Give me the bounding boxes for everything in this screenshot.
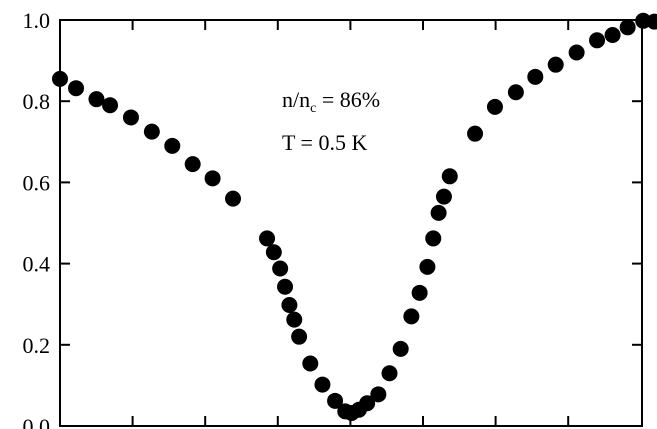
data-point	[291, 328, 308, 345]
y-tick-label: 0.6	[23, 170, 51, 195]
data-point	[507, 84, 524, 101]
y-tick-labels: 0.0 0.2 0.4 0.6 0.8 1.0	[23, 8, 51, 429]
data-point	[259, 230, 276, 247]
data-point	[327, 392, 344, 409]
data-point	[302, 355, 319, 372]
data-point	[435, 188, 452, 205]
y-tick-label: 0.2	[23, 333, 51, 358]
annotation-temperature: T = 0.5 K	[282, 130, 367, 155]
data-point	[272, 260, 289, 277]
data-point	[164, 137, 181, 154]
data-point	[547, 56, 564, 73]
data-point	[370, 386, 387, 403]
data-point	[604, 27, 621, 44]
data-point	[265, 244, 282, 261]
data-point	[568, 44, 585, 61]
y-tick-label: 0.8	[23, 89, 51, 114]
data-point	[381, 365, 398, 382]
data-point	[646, 13, 657, 30]
y-tick-label: 0.0	[23, 414, 51, 429]
data-point	[486, 98, 503, 115]
data-point	[430, 204, 447, 221]
y-tick-label: 0.4	[23, 252, 51, 277]
data-point	[392, 340, 409, 357]
data-point	[184, 156, 201, 173]
data-point	[225, 190, 242, 207]
data-point	[143, 123, 160, 140]
data-point	[441, 168, 458, 185]
data-point	[425, 230, 442, 247]
data-point	[467, 125, 484, 142]
data-point	[88, 91, 105, 108]
data-point	[204, 170, 221, 187]
data-point	[619, 19, 636, 36]
axis-ticks	[60, 19, 642, 427]
data-point	[419, 258, 436, 275]
annotation-n-over-nc: n/nc = 86%	[282, 87, 380, 116]
data-point	[52, 70, 68, 87]
data-point	[411, 284, 428, 301]
data-point	[527, 68, 544, 85]
data-point	[403, 308, 420, 325]
data-point	[281, 297, 298, 314]
data-point	[277, 278, 294, 295]
data-point	[102, 97, 119, 114]
data-point	[589, 32, 606, 49]
data-point	[314, 376, 331, 393]
data-point	[359, 395, 376, 412]
data-points	[52, 12, 657, 422]
data-point	[122, 109, 139, 126]
data-point	[286, 311, 303, 328]
data-point	[68, 80, 85, 97]
plot-frame	[59, 19, 643, 427]
y-tick-label: 1.0	[23, 8, 51, 33]
